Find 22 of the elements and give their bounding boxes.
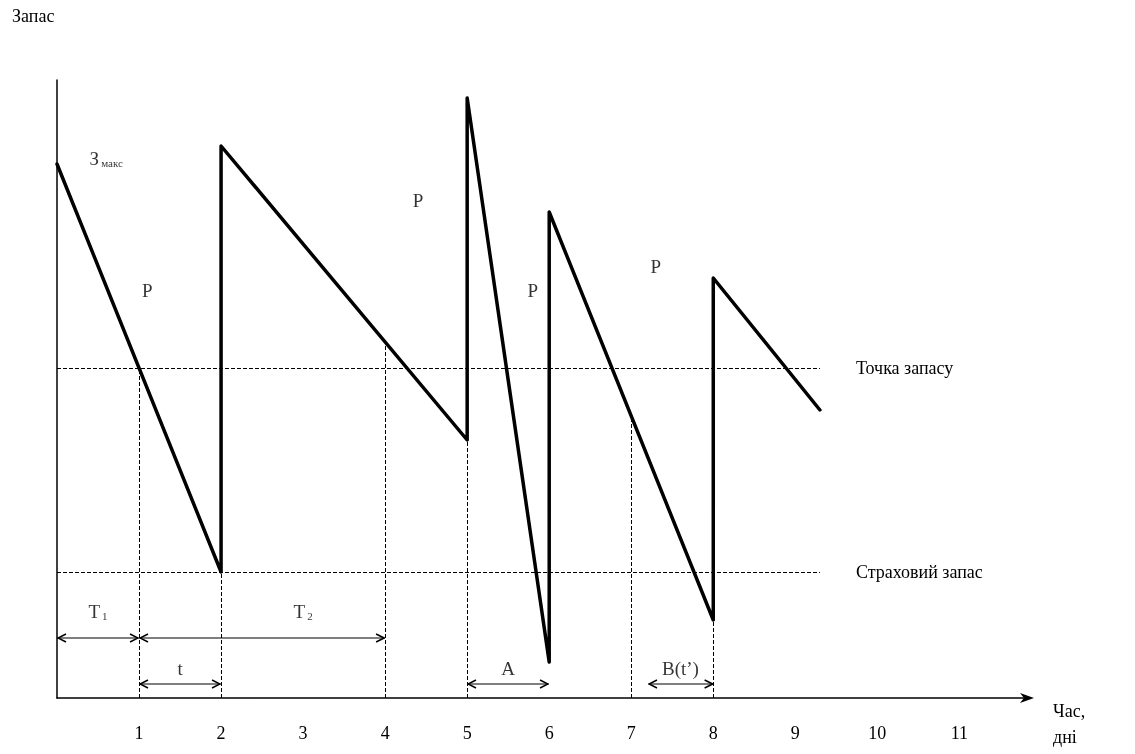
x-tick-label: 6 (544, 723, 554, 743)
annotation: t (177, 657, 184, 679)
annotation: P (527, 279, 539, 301)
y-axis-title: Запас (12, 6, 55, 26)
x-tick-label: 2 (216, 723, 226, 743)
x-tick-label: 9 (790, 723, 800, 743)
annotation: A (501, 657, 516, 679)
annotation: B(t’) (661, 657, 699, 680)
x-tick-label: 8 (708, 723, 718, 743)
x-tick-label: 4 (380, 723, 390, 743)
x-tick-label: 1 (134, 723, 144, 743)
x-tick-label: 7 (626, 723, 636, 743)
x-tick-label: 10 (868, 723, 887, 743)
annotation: P (412, 189, 424, 211)
annotation: P (141, 279, 153, 301)
x-axis-title: Час, дні (1053, 701, 1086, 747)
x-tick-label: 11 (950, 723, 969, 743)
annotation: P (650, 255, 662, 277)
x-tick-label: 3 (298, 723, 308, 743)
ref-line-label: Страховий запас (855, 562, 983, 582)
x-tick-label: 5 (462, 723, 472, 743)
ref-line-label: Точка запасу (855, 358, 954, 378)
